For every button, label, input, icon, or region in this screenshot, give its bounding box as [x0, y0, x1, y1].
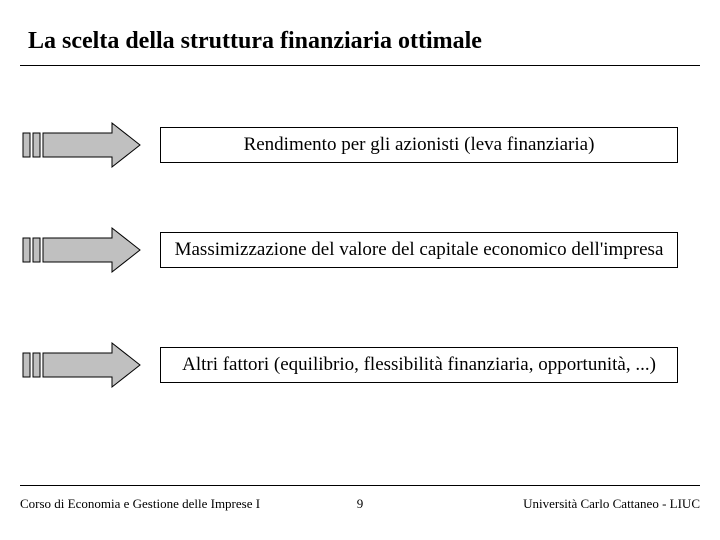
arrow-wrap: [20, 226, 160, 274]
arrow-icon: [22, 226, 142, 274]
footer-right: Università Carlo Cattaneo - LIUC: [523, 496, 700, 512]
footer-left: Corso di Economia e Gestione delle Impre…: [20, 496, 260, 512]
arrow-icon: [22, 121, 142, 169]
footer-page-number: 9: [357, 496, 364, 512]
arrow-icon: [22, 341, 142, 389]
content-row: Rendimento per gli azionisti (leva finan…: [20, 121, 700, 169]
slide-content: Rendimento per gli azionisti (leva finan…: [20, 66, 700, 456]
slide-title: La scelta della struttura finanziaria ot…: [20, 28, 700, 55]
footer-divider: [20, 485, 700, 486]
arrow-wrap: [20, 121, 160, 169]
content-box: Rendimento per gli azionisti (leva finan…: [160, 127, 678, 163]
content-box: Altri fattori (equilibrio, flessibilità …: [160, 347, 678, 383]
slide: La scelta della struttura finanziaria ot…: [0, 0, 720, 540]
arrow-wrap: [20, 341, 160, 389]
content-row: Massimizzazione del valore del capitale …: [20, 226, 700, 274]
slide-footer: Corso di Economia e Gestione delle Impre…: [20, 496, 700, 512]
content-box: Massimizzazione del valore del capitale …: [160, 232, 678, 268]
content-row: Altri fattori (equilibrio, flessibilità …: [20, 341, 700, 389]
